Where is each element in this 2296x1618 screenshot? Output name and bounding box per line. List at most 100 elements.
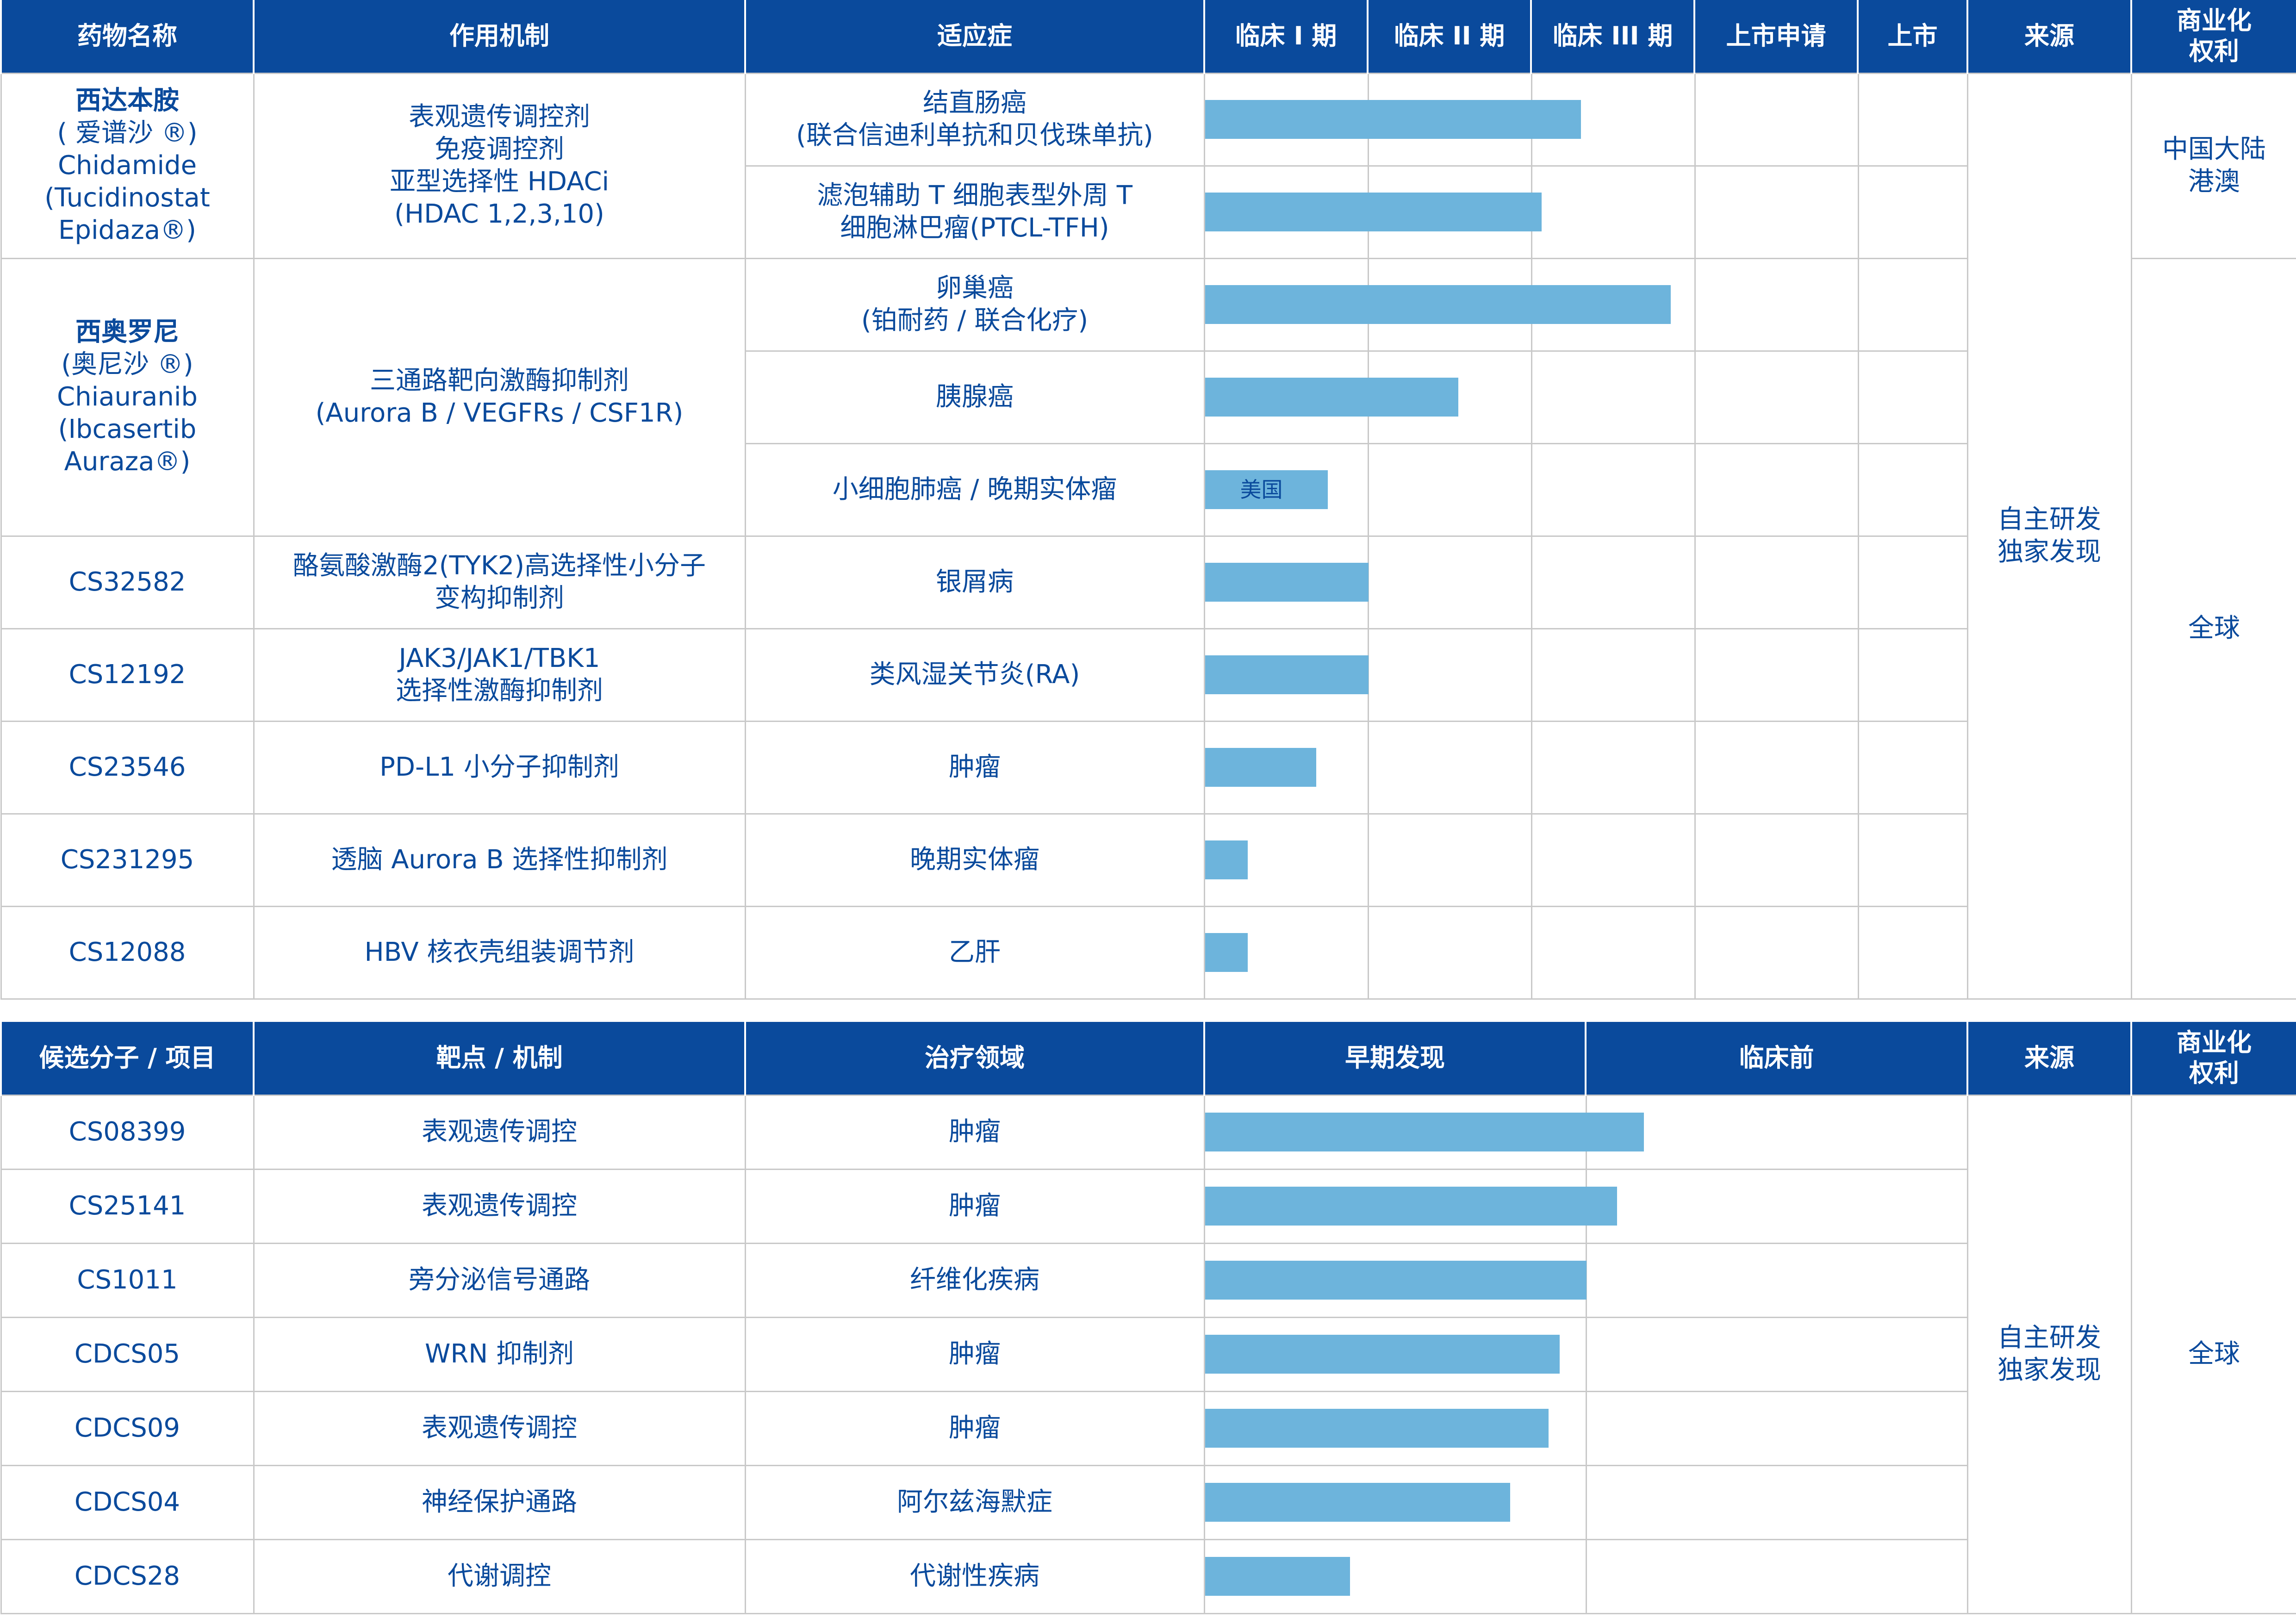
- progress-area: [1205, 259, 1967, 350]
- stage-gridline: [1585, 1540, 1587, 1613]
- stage-gridline: [1531, 629, 1532, 721]
- drug-name: CS12192: [68, 660, 186, 690]
- header-stage-2: 临床 II 期: [1367, 0, 1532, 73]
- progress-cell: [1203, 257, 1968, 352]
- table-row: CS08399 表观遗传调控 肿瘤 自主研发 独家发现 全球: [0, 1094, 2296, 1614]
- header-stage-4: 上市申请: [1693, 0, 1859, 73]
- header-stage-discovery: 早期发现: [1203, 1022, 1587, 1095]
- progress-bar: [1205, 100, 1581, 139]
- stage-gridline: [1694, 351, 1696, 443]
- source-cell: 自主研发 独家发现: [1966, 72, 2132, 1000]
- drug-name-cell: CS32582: [0, 535, 255, 629]
- progress-bar: [1205, 563, 1369, 602]
- target-cell: 代谢调控: [253, 1538, 746, 1614]
- mechanism-cell: JAK3/JAK1/TBK1 选择性激酶抑制剂: [253, 628, 746, 722]
- table-row: CDCS04 神经保护通路 阿尔兹海默症: [0, 1464, 2296, 1540]
- header-stage-5: 上市: [1857, 0, 1968, 73]
- table-row: 小细胞肺癌 / 晚期实体瘤 美国: [1, 442, 2296, 537]
- drug-name: CS231295: [60, 845, 194, 875]
- indication-cell: 结直肠癌 (联合信迪利单抗和贝伐珠单抗): [744, 72, 1205, 167]
- progress-bar: [1205, 655, 1369, 694]
- indication-cell: 胰腺癌: [744, 350, 1205, 444]
- progress-cell: [1203, 1094, 1968, 1170]
- stage-gridline: [1694, 259, 1696, 350]
- mechanism-cell: 表观遗传调控剂 免疫调控剂 亚型选择性 HDACi (HDAC 1,2,3,10…: [253, 72, 746, 259]
- stage-gridline: [1857, 629, 1859, 721]
- table-row: CS1011 旁分泌信号通路 纤维化疾病: [0, 1242, 2296, 1318]
- indication-cell: 卵巢癌 (铂耐药 / 联合化疗): [744, 257, 1205, 352]
- stage-gridline: [1857, 814, 1859, 906]
- header-stage-1: 临床 I 期: [1203, 0, 1369, 73]
- target-cell: 表观遗传调控: [253, 1168, 746, 1244]
- stage-gridline: [1531, 536, 1532, 628]
- candidate-cell: CDCS04: [0, 1464, 255, 1540]
- table-row: 胰腺癌: [1, 350, 2296, 444]
- source-cell: 自主研发 独家发现: [1966, 1094, 2132, 1614]
- progress-bar: [1205, 285, 1671, 324]
- stage-gridline: [1585, 1466, 1587, 1539]
- progress-bar: [1205, 1187, 1617, 1226]
- progress-cell: [1203, 1242, 1968, 1318]
- candidate-cell: CS08399: [0, 1094, 255, 1170]
- rights-cell: 全球: [2130, 257, 2296, 1000]
- drug-name-cell: 西达本胺( 爱谱沙 ®) Chidamide (Tucidinostat Epi…: [0, 72, 255, 259]
- header-indication: 适应症: [744, 0, 1205, 73]
- stage-gridline: [1857, 166, 1859, 258]
- progress-cell: [1203, 72, 1968, 167]
- progress-cell: [1203, 628, 1968, 722]
- progress-bar: 美国: [1205, 470, 1328, 509]
- progress-bar: [1205, 748, 1316, 787]
- progress-cell: [1203, 1538, 1968, 1614]
- stage-gridline: [1367, 814, 1369, 906]
- stage-gridline: [1694, 166, 1696, 258]
- stage-gridline: [1694, 536, 1696, 628]
- stage-gridline: [1857, 351, 1859, 443]
- candidate-cell: CDCS28: [0, 1538, 255, 1614]
- header-area: 治疗领域: [744, 1022, 1205, 1095]
- stage-gridline: [1857, 444, 1859, 535]
- progress-area: [1205, 1466, 1967, 1539]
- progress-cell: [1203, 813, 1968, 907]
- progress-cell: [1203, 350, 1968, 444]
- drug-name: CS12088: [68, 937, 186, 967]
- stage-gridline: [1857, 907, 1859, 998]
- progress-cell: 美国: [1203, 442, 1968, 537]
- header-rights-2: 商业化 权利: [2130, 1022, 2296, 1095]
- progress-area: [1205, 536, 1967, 628]
- progress-cell: [1203, 1390, 1968, 1466]
- stage-gridline: [1694, 722, 1696, 813]
- area-cell: 肿瘤: [744, 1168, 1205, 1244]
- table-row: 西达本胺( 爱谱沙 ®) Chidamide (Tucidinostat Epi…: [0, 72, 2296, 1000]
- mechanism-cell: HBV 核衣壳组装调节剂: [253, 905, 746, 1000]
- indication-cell: 银屑病: [744, 535, 1205, 629]
- stage-gridline: [1531, 351, 1532, 443]
- progress-bar: [1205, 1409, 1549, 1448]
- candidate-cell: CDCS05: [0, 1316, 255, 1392]
- progress-bar: [1205, 1557, 1350, 1596]
- indication-cell: 滤泡辅助 T 细胞表型外周 T 细胞淋巴瘤(PTCL-TFH): [744, 165, 1205, 259]
- drug-name-cell: CS12088: [0, 905, 255, 1000]
- table-row: CS12088 HBV 核衣壳组装调节剂 乙肝: [0, 905, 2296, 1000]
- stage-gridline: [1367, 722, 1369, 813]
- progress-bar: [1205, 1335, 1560, 1374]
- target-cell: 表观遗传调控: [253, 1390, 746, 1466]
- progress-area: [1205, 1318, 1967, 1391]
- table-row: CS25141 表观遗传调控 肿瘤: [0, 1168, 2296, 1244]
- drug-name-cell: CS231295: [0, 813, 255, 907]
- clinical-pipeline-table: 药物名称 作用机制 适应症 临床 I 期 临床 II 期 临床 III 期 上市…: [0, 0, 2296, 1000]
- drug-name: CS32582: [68, 567, 186, 597]
- stage-gridline: [1531, 907, 1532, 998]
- table-row: CDCS09 表观遗传调控 肿瘤: [0, 1390, 2296, 1466]
- progress-cell: [1203, 720, 1968, 815]
- table-row: CS12192 JAK3/JAK1/TBK1 选择性激酶抑制剂 类风湿关节炎(RA): [0, 628, 2296, 722]
- clinical-header-row: 药物名称 作用机制 适应症 临床 I 期 临床 II 期 临床 III 期 上市…: [0, 0, 2296, 73]
- header-stage-3: 临床 III 期: [1530, 0, 1695, 73]
- progress-area: [1205, 1170, 1967, 1243]
- progress-area: [1205, 1095, 1967, 1169]
- area-cell: 肿瘤: [744, 1316, 1205, 1392]
- mechanism-cell: 酪氨酸激酶2(TYK2)高选择性小分子 变构抑制剂: [253, 535, 746, 629]
- preclinical-header-row: 候选分子 / 项目 靶点 / 机制 治疗领域 早期发现 临床前 来源 商业化 权…: [0, 1022, 2296, 1095]
- header-stage-preclinical: 临床前: [1585, 1022, 1968, 1095]
- stage-gridline: [1694, 629, 1696, 721]
- drug-name-cell: CS12192: [0, 628, 255, 722]
